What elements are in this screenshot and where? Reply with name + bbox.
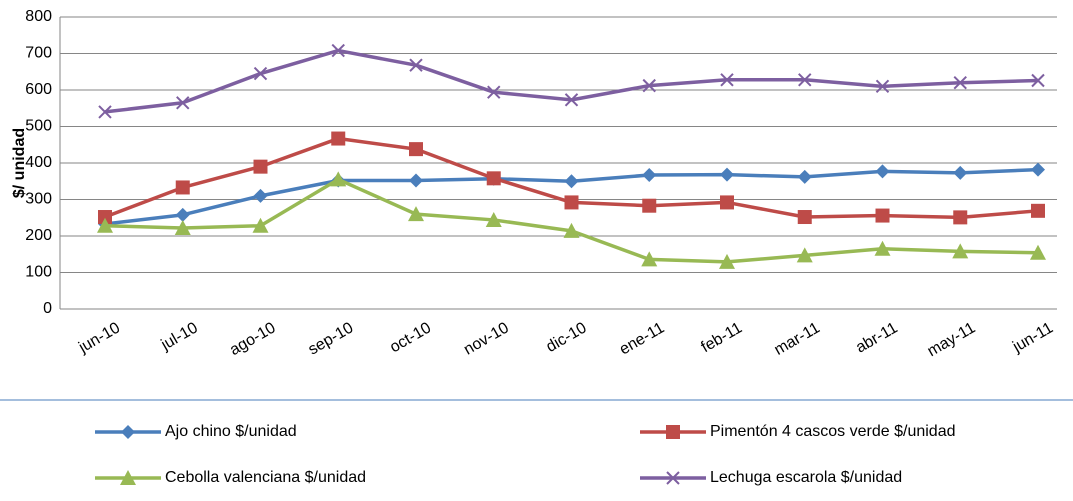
y-axis-title: $/ unidad [11, 128, 28, 198]
data-point [1031, 162, 1045, 177]
data-point [641, 251, 658, 267]
data-point [875, 79, 890, 94]
data-point [875, 208, 890, 223]
data-point [97, 217, 113, 233]
data-point [642, 78, 656, 93]
x-tick-label: feb-11 [698, 319, 745, 356]
x-tick-label: oct-10 [387, 319, 434, 356]
data-point [564, 174, 579, 189]
x-tick-label: ago-10 [227, 319, 279, 359]
data-point [719, 253, 735, 269]
data-point [253, 159, 268, 174]
data-point [98, 210, 112, 225]
legend-marker [666, 471, 680, 485]
data-point [253, 188, 268, 203]
x-tick-label: may-11 [925, 319, 979, 360]
legend-marker [666, 425, 680, 439]
data-point [1030, 244, 1046, 260]
data-point [720, 167, 734, 182]
x-tick-label: ene-11 [617, 319, 668, 358]
data-point [564, 195, 579, 210]
y-tick-label: 500 [25, 118, 52, 135]
y-tick-label: 400 [25, 154, 52, 171]
data-point [252, 217, 269, 233]
x-tick-label: jun-11 [1009, 319, 1056, 356]
y-tick-label: 800 [25, 8, 52, 25]
data-point [253, 66, 268, 81]
x-tick-label: abr-11 [853, 319, 901, 356]
data-point [875, 164, 890, 179]
legend-label: Lechuga escarola $/unidad [710, 469, 902, 486]
data-point [174, 219, 191, 235]
data-point [1031, 73, 1045, 88]
x-tick-label: jun-10 [75, 319, 123, 357]
data-point [409, 58, 423, 72]
data-point [1031, 203, 1045, 218]
data-point [798, 73, 812, 87]
data-point [874, 240, 891, 256]
series-line [104, 177, 1039, 264]
data-point [953, 75, 967, 90]
data-point [409, 142, 423, 157]
data-point [409, 173, 423, 188]
data-point [176, 96, 190, 110]
data-point [952, 243, 969, 259]
data-point [720, 73, 734, 87]
data-point [331, 131, 346, 146]
y-tick-label: 600 [25, 81, 52, 98]
data-point [175, 180, 190, 195]
data-point [331, 43, 345, 58]
legend-label: Ajo chino $/unidad [165, 423, 297, 440]
data-point [953, 165, 968, 180]
data-point [797, 210, 812, 225]
x-tick-label: dic-10 [543, 319, 589, 356]
y-tick-label: 0 [43, 300, 52, 317]
data-point [642, 198, 657, 213]
y-tick-label: 700 [25, 45, 52, 62]
data-point [175, 207, 190, 222]
x-tick-label: jul-10 [158, 319, 201, 354]
legend-label: Pimentón 4 cascos verde $/unidad [710, 423, 955, 440]
data-point [642, 168, 657, 183]
data-point [487, 85, 501, 99]
data-point [98, 105, 112, 119]
y-tick-label: 100 [25, 264, 52, 281]
y-tick-label: 300 [25, 191, 52, 208]
data-point [797, 169, 812, 184]
legend-marker [121, 425, 135, 439]
legend-label: Cebolla valenciana $/unidad [165, 469, 366, 486]
x-tick-label: nov-10 [461, 319, 512, 358]
x-tick-label: mar-11 [771, 319, 822, 359]
series-line [104, 48, 1039, 114]
y-tick-label: 200 [25, 227, 52, 244]
data-point [330, 171, 347, 187]
legend-marker [120, 470, 136, 485]
data-point [485, 211, 502, 227]
data-point [563, 222, 580, 238]
data-point [486, 171, 501, 186]
data-point [796, 247, 813, 263]
data-point [953, 210, 968, 225]
x-tick-label: sep-10 [305, 319, 356, 358]
data-point [408, 206, 424, 222]
data-point [564, 93, 579, 107]
data-point [720, 195, 734, 210]
